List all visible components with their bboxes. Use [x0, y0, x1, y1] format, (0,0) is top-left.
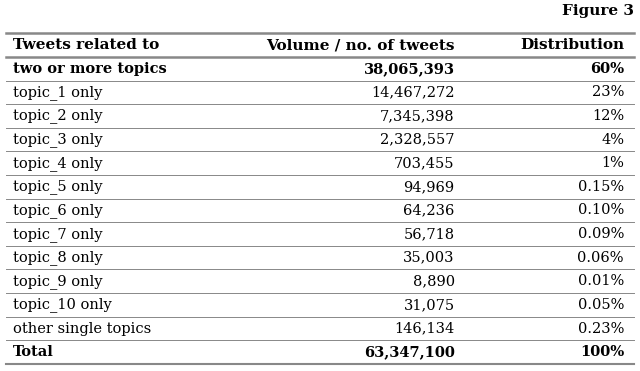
Text: 64,236: 64,236: [403, 203, 454, 217]
Text: 4%: 4%: [601, 132, 624, 147]
Text: Total: Total: [13, 345, 54, 359]
Text: topic_2 only: topic_2 only: [13, 109, 102, 124]
Text: two or more topics: two or more topics: [13, 62, 166, 76]
Text: 94,969: 94,969: [404, 180, 454, 194]
Text: 100%: 100%: [580, 345, 624, 359]
Text: 0.09%: 0.09%: [578, 227, 624, 241]
Text: 8,890: 8,890: [413, 274, 454, 288]
Text: 35,003: 35,003: [403, 251, 454, 265]
Text: topic_3 only: topic_3 only: [13, 132, 102, 147]
Text: 0.05%: 0.05%: [578, 298, 624, 312]
Text: 12%: 12%: [592, 109, 624, 123]
Text: 60%: 60%: [590, 62, 624, 76]
Text: 23%: 23%: [591, 85, 624, 99]
Text: 63,347,100: 63,347,100: [364, 345, 454, 359]
Text: 1%: 1%: [601, 156, 624, 170]
Text: 56,718: 56,718: [404, 227, 454, 241]
Text: Volume / no. of tweets: Volume / no. of tweets: [266, 38, 454, 52]
Text: 31,075: 31,075: [404, 298, 454, 312]
Text: topic_7 only: topic_7 only: [13, 227, 102, 242]
Text: topic_6 only: topic_6 only: [13, 203, 102, 218]
Text: 7,345,398: 7,345,398: [380, 109, 454, 123]
Text: 146,134: 146,134: [394, 322, 454, 335]
Text: topic_5 only: topic_5 only: [13, 180, 102, 194]
Text: other single topics: other single topics: [13, 322, 151, 335]
Text: topic_9 only: topic_9 only: [13, 274, 102, 289]
Text: 0.06%: 0.06%: [577, 251, 624, 265]
Text: 0.15%: 0.15%: [578, 180, 624, 194]
Text: 0.23%: 0.23%: [578, 322, 624, 335]
Text: 0.01%: 0.01%: [578, 274, 624, 288]
Text: Figure 3: Figure 3: [562, 4, 634, 18]
Text: topic_8 only: topic_8 only: [13, 250, 102, 265]
Text: 14,467,272: 14,467,272: [371, 85, 454, 99]
Text: 703,455: 703,455: [394, 156, 454, 170]
Text: Distribution: Distribution: [520, 38, 624, 52]
Text: 0.10%: 0.10%: [578, 203, 624, 217]
Text: topic_1 only: topic_1 only: [13, 85, 102, 100]
Text: topic_4 only: topic_4 only: [13, 156, 102, 171]
Text: Tweets related to: Tweets related to: [13, 38, 159, 52]
Text: topic_10 only: topic_10 only: [13, 298, 111, 312]
Text: 2,328,557: 2,328,557: [380, 132, 454, 147]
Text: 38,065,393: 38,065,393: [364, 62, 454, 76]
